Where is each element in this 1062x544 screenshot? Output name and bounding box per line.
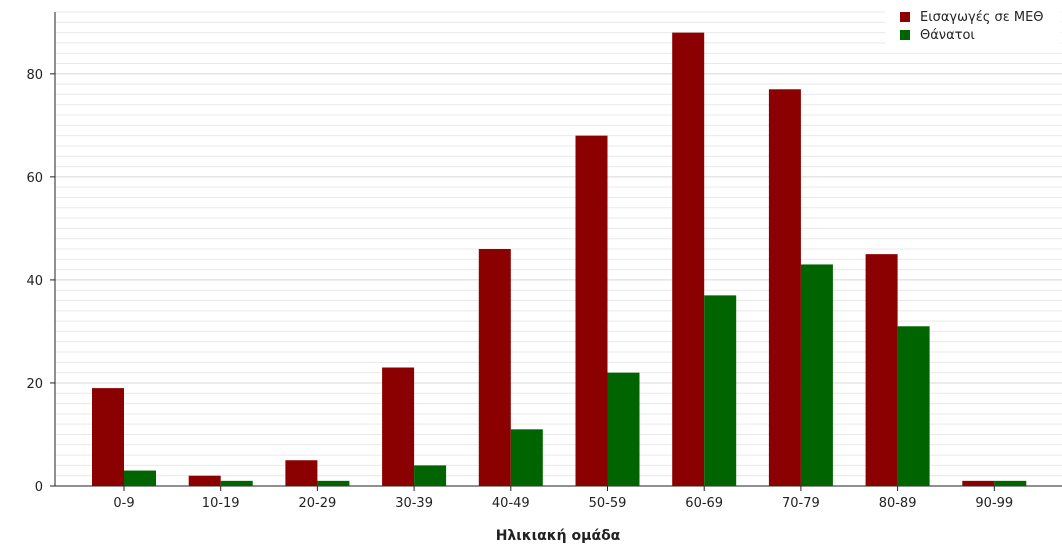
legend-swatch-deaths [900,30,910,40]
y-tick-label: 60 [26,171,43,186]
x-axis-title: Ηλικιακή ομάδα [496,528,621,544]
bar-deaths [897,326,930,486]
x-tick-label: 50-59 [589,496,627,511]
bar-icu-admissions [768,89,801,487]
x-tick-label: 60-69 [685,496,723,511]
bar-deaths [414,465,447,486]
bar-deaths [317,480,350,486]
x-tick-label: 30-39 [395,496,433,511]
y-tick-label: 20 [26,377,43,392]
y-tick-label: 0 [35,480,43,495]
legend-swatch-icu [900,12,910,22]
bar-icu-admissions [962,480,995,486]
legend-box [885,2,1061,46]
legend-label-deaths: Θάνατοι [920,28,975,43]
bar-deaths [800,264,833,486]
bars [92,32,1027,487]
x-ticks: 0-9 10-19 20-29 30-39 40-49 50-59 60-69 70-79 80… [113,486,1013,511]
y-tick-label: 80 [26,68,43,83]
y-tick-label: 40 [26,274,43,289]
x-tick-label: 20-29 [299,496,337,511]
bar-icu-admissions [188,475,221,486]
bar-icu-admissions [865,254,898,486]
x-tick-label: 70-79 [782,496,820,511]
legend: Εισαγωγές σε ΜΕΘ Θάνατοι [885,2,1061,46]
bar-deaths [220,480,253,486]
x-tick-label: 0-9 [113,496,134,511]
bar-deaths [510,429,543,486]
bar-icu-admissions [285,460,318,486]
bar-icu-admissions [575,135,608,487]
bar-icu-admissions [382,367,415,486]
bar-deaths [607,372,640,486]
x-tick-label: 90-99 [975,496,1013,511]
bar-icu-admissions [672,32,705,486]
y-ticks: 0 20 40 60 80 [26,68,55,495]
x-tick-label: 10-19 [202,496,240,511]
bar-icu-admissions [478,249,511,486]
bar-deaths [124,470,156,486]
x-tick-label: 80-89 [879,496,917,511]
x-tick-label: 40-49 [492,496,530,511]
bar-deaths [994,480,1027,486]
bar-icu-admissions [92,388,124,486]
bar-deaths [704,295,737,486]
legend-label-icu: Εισαγωγές σε ΜΕΘ [920,10,1044,25]
